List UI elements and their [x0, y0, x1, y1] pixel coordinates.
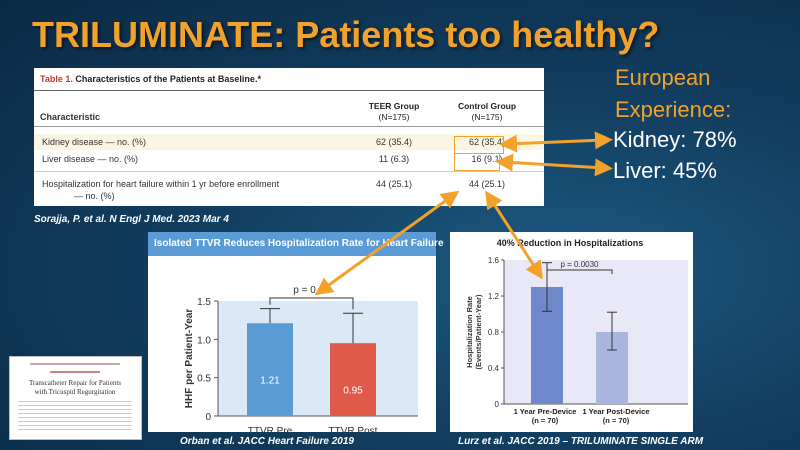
row-hosp-teer: 44 (25.1) [375, 179, 413, 189]
arrow-kidney [499, 131, 613, 153]
x-tick-label: (n = 70) [603, 416, 630, 425]
y-axis-label: Hospitalization Rate [465, 296, 474, 368]
arrow-orban [314, 190, 460, 296]
p-value-annotation: p = 0.02 [293, 285, 330, 296]
y-axis-label: (Events/Patient-Year) [474, 294, 483, 370]
slide-title: TRILUMINATE: Patients too healthy? [32, 14, 660, 55]
y-tick-label: 0.8 [488, 328, 500, 337]
col-control-n: (N=175) [471, 112, 503, 122]
row-liver-control: 16 (9.1) [471, 154, 503, 164]
nejm-article-thumbnail: Transcatheter Repair for Patients with T… [9, 356, 142, 440]
row-kidney-label: Kidney disease — no. (%) [42, 137, 147, 147]
x-tick-label: 1 Year Post-Device [583, 407, 650, 416]
y-tick-label: 0 [205, 412, 211, 423]
y-tick-label: 0.4 [488, 364, 500, 373]
kidney-stat: Kidney: 78% [613, 127, 737, 152]
table-row [34, 152, 544, 168]
significance-bracket [269, 297, 354, 310]
x-tick-label: TTVR Pre [248, 426, 293, 432]
row-kidney-teer: 62 (35.4) [375, 137, 413, 147]
thumb-text-lines [18, 401, 132, 402]
citation-lurz: Lurz et al. JACC 2019 – TRILUMINATE SING… [458, 436, 704, 447]
liver-stat: Liver: 45% [613, 158, 717, 183]
divider [34, 126, 544, 127]
col-teer: TEER Group [368, 101, 420, 111]
thumb-rule [30, 363, 120, 365]
thumb-rule [50, 371, 100, 373]
table-caption-text: Characteristics of the Patients at Basel… [75, 74, 261, 84]
arrow-lurz [485, 190, 543, 280]
col-teer-n: (N=175) [378, 112, 410, 122]
x-tick-label: TTVR Post [329, 426, 378, 432]
y-tick-label: 0 [495, 400, 500, 409]
p-value-annotation: p = 0.0030 [560, 260, 599, 269]
table-caption: Table 1. Characteristics of the Patients… [40, 74, 261, 84]
row-liver-label: Liver disease — no. (%) [42, 154, 139, 164]
bar-value-label: 1.21 [260, 376, 280, 387]
x-tick-label: 1 Year Pre-Device [514, 407, 577, 416]
row-hosp-control: 44 (25.1) [468, 179, 506, 189]
arrow-liver [495, 153, 613, 177]
bar [247, 323, 293, 416]
table-label: Table 1. [40, 74, 73, 84]
y-axis-label: HHF per Patient-Year [184, 309, 195, 409]
col-control: Control Group [457, 101, 517, 111]
row-liver-teer: 11 (6.3) [378, 154, 410, 164]
divider [34, 90, 544, 91]
lurz-chart-svg: 40% Reduction in Hospitalizations 0 0.4 0.8… [465, 238, 688, 425]
baseline-table: Table 1. Characteristics of the Patients… [34, 68, 544, 206]
citation-orban: Orban et al. JACC Heart Failure 2019 [180, 436, 354, 447]
table-row [34, 134, 544, 150]
bar-value-label: 0.95 [343, 386, 363, 397]
orban-chart-title: Isolated TTVR Reduces Hospitalization Ra… [154, 238, 444, 249]
thumb-title: Transcatheter Repair for Patients with T… [16, 379, 134, 397]
col-characteristic: Characteristic [40, 112, 101, 122]
european-line-2: Experience: [615, 97, 732, 122]
row-hosp-label: Hospitalization for heart failure within… [42, 179, 280, 189]
row-kidney-control: 62 (35.4) [468, 137, 506, 147]
y-tick-label: 1.5 [197, 297, 211, 308]
y-tick-label: 1.2 [488, 292, 500, 301]
x-tick-label: (n = 70) [532, 416, 559, 425]
chart-title: 40% Reduction in Hospitalizations [497, 238, 644, 248]
thumb-title-line-2: with Tricuspid Regurgitation [34, 388, 116, 396]
divider [34, 171, 544, 172]
citation-sorajja: Sorajja, P. et al. N Engl J Med. 2023 Ma… [34, 214, 229, 225]
bar [330, 343, 376, 416]
y-tick-label: 0.5 [197, 374, 211, 385]
thumb-title-line-1: Transcatheter Repair for Patients [28, 379, 122, 387]
row-hosp-label-2: — no. (%) [74, 191, 115, 201]
significance-bracket [546, 269, 613, 274]
european-line-1: European [615, 65, 711, 90]
y-tick-label: 1.0 [197, 335, 211, 346]
